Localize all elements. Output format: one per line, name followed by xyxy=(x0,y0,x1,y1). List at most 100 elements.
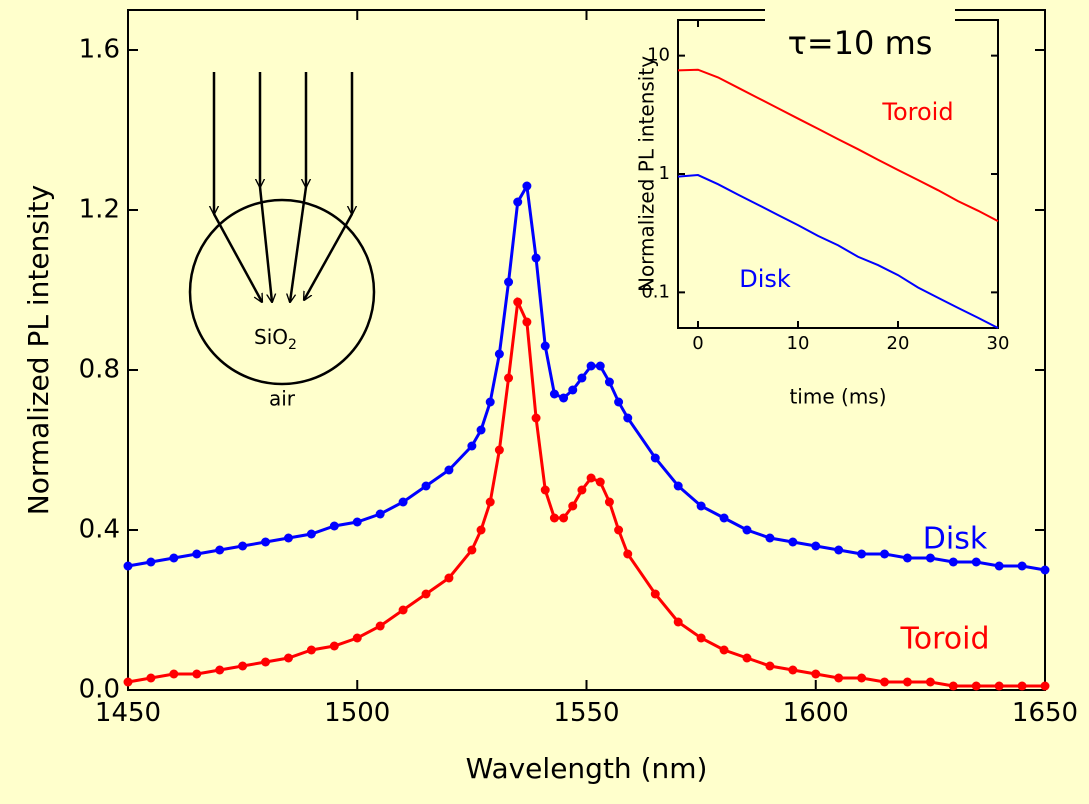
data-point xyxy=(994,681,1004,691)
outside-label: air xyxy=(269,387,296,411)
x-tick-label: 1650 xyxy=(1012,698,1078,728)
ray xyxy=(290,186,308,302)
data-point xyxy=(811,669,821,679)
data-point xyxy=(811,541,821,551)
data-point xyxy=(444,573,454,583)
data-point xyxy=(614,525,624,535)
data-point xyxy=(549,513,559,523)
data-point xyxy=(398,605,408,615)
data-point xyxy=(192,549,202,559)
x-axis-title: time (ms) xyxy=(789,385,886,409)
data-point xyxy=(444,465,454,475)
x-tick-label: 1550 xyxy=(553,698,619,728)
data-point xyxy=(925,553,935,563)
y-tick-label: 1.6 xyxy=(79,35,120,65)
data-point xyxy=(504,277,514,287)
data-point xyxy=(531,413,541,423)
data-point xyxy=(834,545,844,555)
y-tick-label: 0.1 xyxy=(641,281,670,302)
data-point xyxy=(1040,565,1050,575)
data-point xyxy=(504,373,514,383)
data-point xyxy=(169,669,179,679)
data-point xyxy=(857,549,867,559)
series-line xyxy=(677,174,999,329)
data-point xyxy=(765,661,775,671)
series-label: Toroid xyxy=(900,622,990,657)
data-point xyxy=(215,545,225,555)
data-point xyxy=(623,413,633,423)
data-point xyxy=(467,441,477,451)
data-point xyxy=(650,589,660,599)
data-point xyxy=(494,445,504,455)
data-point xyxy=(559,393,569,403)
data-point xyxy=(577,485,587,495)
data-point xyxy=(742,525,752,535)
data-point xyxy=(421,481,431,491)
data-point xyxy=(238,541,248,551)
y-tick-label: 10 xyxy=(647,45,670,66)
data-point xyxy=(531,253,541,263)
data-point xyxy=(595,361,605,371)
data-point xyxy=(788,537,798,547)
x-tick-label: 1600 xyxy=(783,698,849,728)
data-point xyxy=(485,397,495,407)
x-axis-title: Wavelength (nm) xyxy=(466,752,708,785)
y-tick-label: 0.0 xyxy=(79,675,120,705)
data-point xyxy=(994,561,1004,571)
data-point xyxy=(1040,681,1050,691)
data-point xyxy=(494,349,504,359)
y-tick-label: 1.2 xyxy=(79,195,120,225)
data-point xyxy=(568,501,578,511)
data-point xyxy=(604,497,614,507)
data-point xyxy=(902,677,912,687)
data-point xyxy=(568,385,578,395)
data-point xyxy=(476,525,486,535)
y-axis-title: Normalized PL intensity xyxy=(22,185,55,515)
data-point xyxy=(398,497,408,507)
inset-title: τ=10 ms xyxy=(788,24,933,62)
series-label: Toroid xyxy=(881,98,953,126)
data-point xyxy=(540,485,550,495)
data-point xyxy=(261,537,271,547)
data-point xyxy=(306,529,316,539)
data-point xyxy=(352,517,362,527)
data-point xyxy=(880,549,890,559)
ray xyxy=(212,213,262,302)
title-backdrop xyxy=(765,0,955,44)
data-point xyxy=(261,657,271,667)
y-tick-label: 0.8 xyxy=(79,355,120,385)
data-point xyxy=(719,513,729,523)
data-point xyxy=(586,473,596,483)
data-point xyxy=(421,589,431,599)
data-point xyxy=(925,677,935,687)
x-tick-label: 0 xyxy=(692,333,703,354)
data-point xyxy=(485,497,495,507)
data-point xyxy=(971,557,981,567)
data-point xyxy=(650,453,660,463)
data-point xyxy=(673,617,683,627)
ray-diagram xyxy=(188,72,376,386)
data-point xyxy=(604,377,614,387)
material: SiO xyxy=(254,325,288,349)
data-point xyxy=(948,557,958,567)
data-point xyxy=(902,553,912,563)
data-point xyxy=(948,681,958,691)
data-point xyxy=(283,533,293,543)
data-point xyxy=(123,677,133,687)
series-line xyxy=(677,68,999,222)
data-point xyxy=(522,181,532,191)
data-point xyxy=(329,521,339,531)
subscript: 2 xyxy=(288,337,297,353)
data-point xyxy=(673,481,683,491)
data-point xyxy=(192,669,202,679)
data-point xyxy=(238,661,248,671)
data-point xyxy=(623,549,633,559)
x-tick-label: 10 xyxy=(787,333,810,354)
data-point xyxy=(123,561,133,571)
data-point xyxy=(595,477,605,487)
data-point xyxy=(696,501,706,511)
data-point xyxy=(375,621,385,631)
data-point xyxy=(857,673,867,683)
data-point xyxy=(788,665,798,675)
data-point xyxy=(834,673,844,683)
